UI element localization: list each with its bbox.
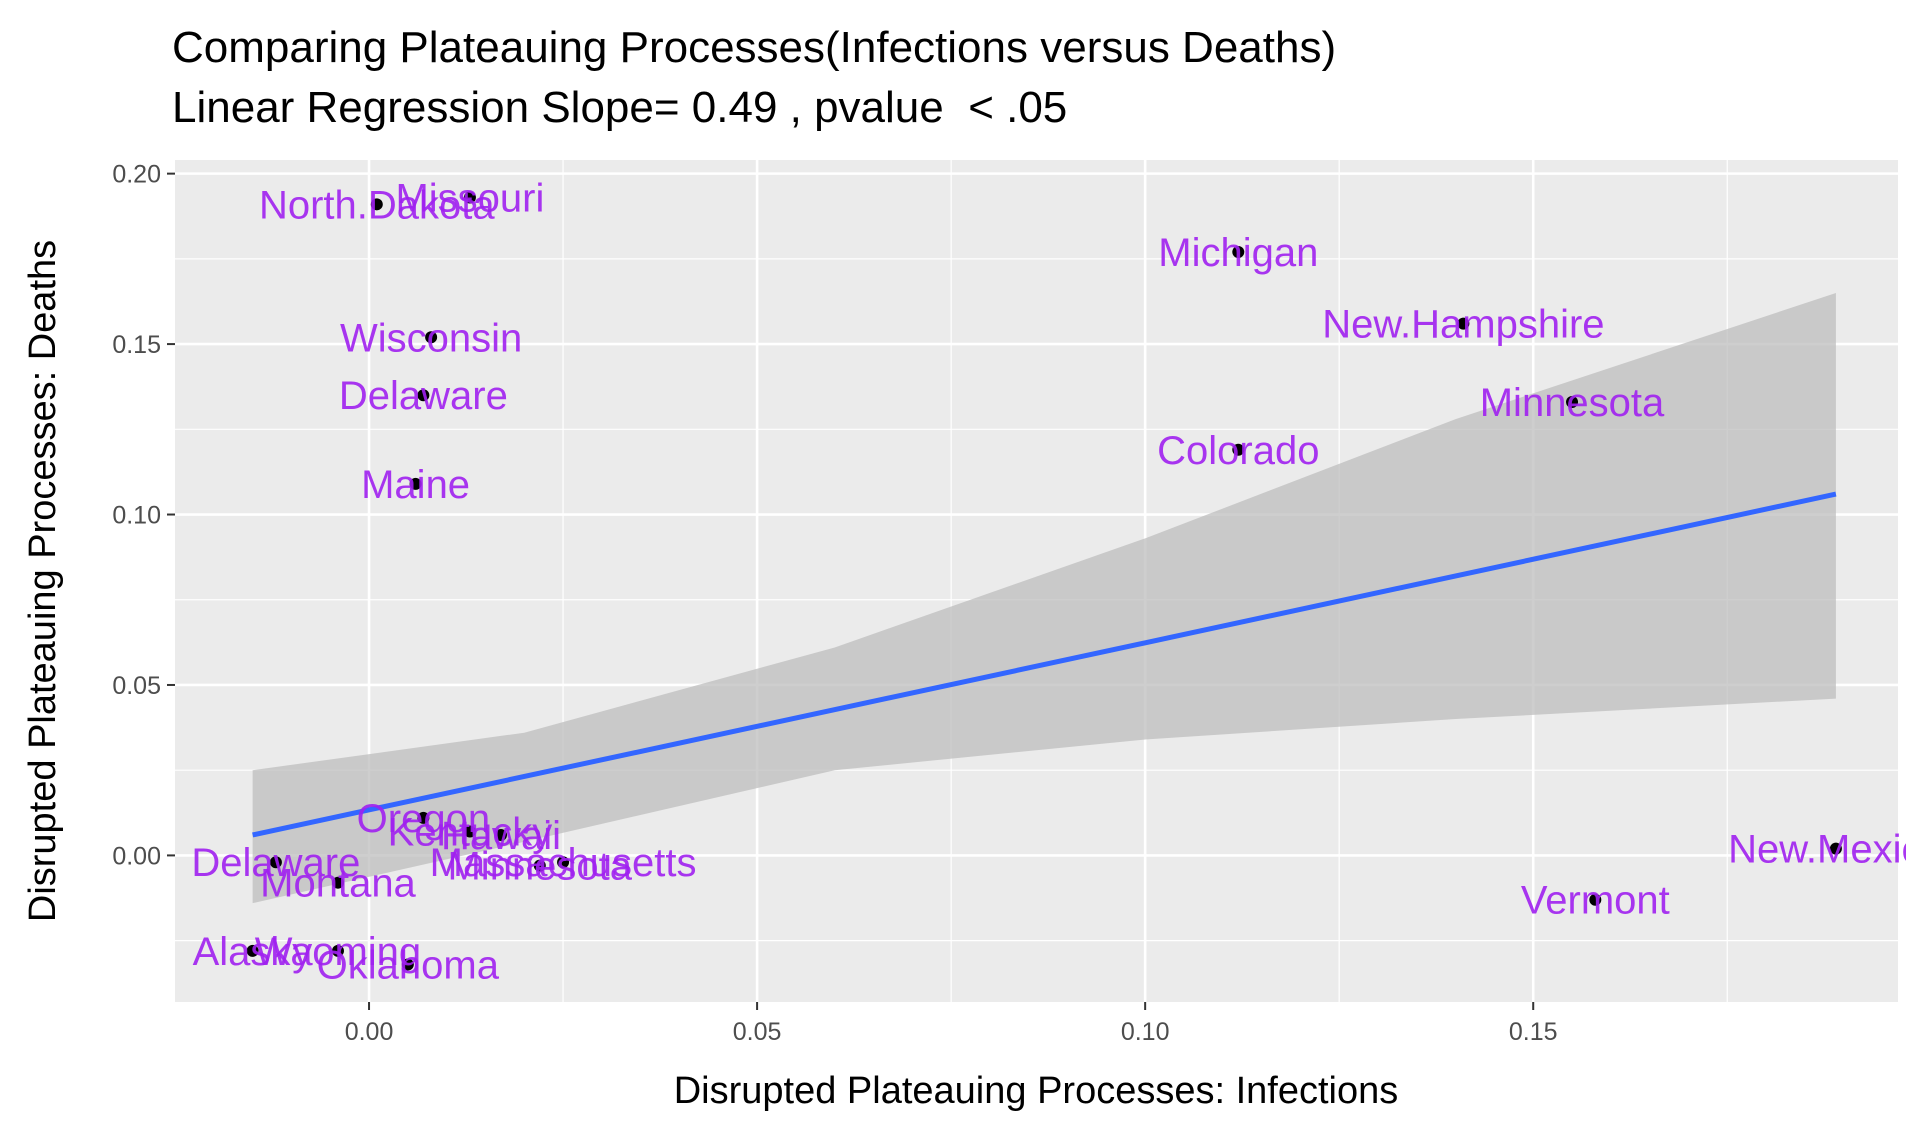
data-point [401,958,414,971]
point-label: Delaware [339,374,508,418]
data-points [246,191,1842,971]
point-label: Delaware [191,841,360,885]
x-tick-label: 0.15 [1509,1018,1558,1046]
data-point [494,828,507,841]
point-label: Missouri [395,176,544,220]
point-label: New.Mexico [1728,828,1906,872]
data-point [331,944,344,957]
point-label: Wisconsin [340,316,522,360]
data-point [370,198,383,211]
y-tick-label: 0.15 [112,331,161,359]
x-axis: 0.00 0.05 0.10 0.15 [345,1002,1558,1046]
point-label: Minnesota [447,845,632,889]
x-tick-label: 0.05 [733,1018,782,1046]
y-tick-label: 0.05 [112,672,161,700]
point-label: Maine [361,463,470,507]
data-point [246,944,259,957]
y-tick-label: 0.00 [112,842,161,870]
data-point [463,825,476,838]
point-label: Montana [260,862,416,906]
data-point [533,859,546,872]
point-label: Minnesota [1480,381,1665,425]
data-point [417,811,430,824]
point-label: Colorado [1157,429,1319,473]
regression-fit-line [252,491,1837,838]
data-point [1232,246,1245,259]
y-tick-label: 0.20 [112,161,161,189]
regression-line [252,491,1837,838]
point-label: North.Dakota [259,183,495,227]
x-axis-title: Disrupted Plateauing Processes: Infectio… [674,1070,1399,1112]
data-point [1589,893,1602,906]
data-point [1457,317,1470,330]
data-point [1232,443,1245,456]
point-label: Oregon [357,797,490,841]
data-point [557,856,570,869]
point-label: Hawaii [441,814,561,858]
data-point [463,191,476,204]
data-point [331,876,344,889]
point-label: Michigan [1158,231,1318,275]
y-tick-label: 0.10 [112,502,161,530]
chart-title: Comparing Plateauing Processes(Infection… [172,23,1336,72]
point-label: Vermont [1521,879,1670,923]
data-point [269,856,282,869]
point-label: New.Hampshire [1322,303,1604,347]
point-label: Oklahoma [317,944,500,988]
y-axis: 0.00 0.05 0.10 0.15 0.20 [112,161,175,870]
data-point [425,331,438,344]
data-point [409,477,422,490]
x-tick-label: 0.00 [345,1018,394,1046]
chart-subtitle: Linear Regression Slope= 0.49 , pvalue <… [172,83,1067,132]
point-label: Massachusetts [430,841,697,885]
data-point [1829,842,1842,855]
y-axis-title: Disrupted Plateauing Processes: Deaths [22,240,64,922]
point-label: Alaska [193,930,314,974]
point-label: Kentucky [388,811,553,855]
point-label: Wyoming [255,930,421,974]
data-point [417,389,430,402]
data-point [1566,396,1579,409]
x-tick-label: 0.10 [1121,1018,1170,1046]
